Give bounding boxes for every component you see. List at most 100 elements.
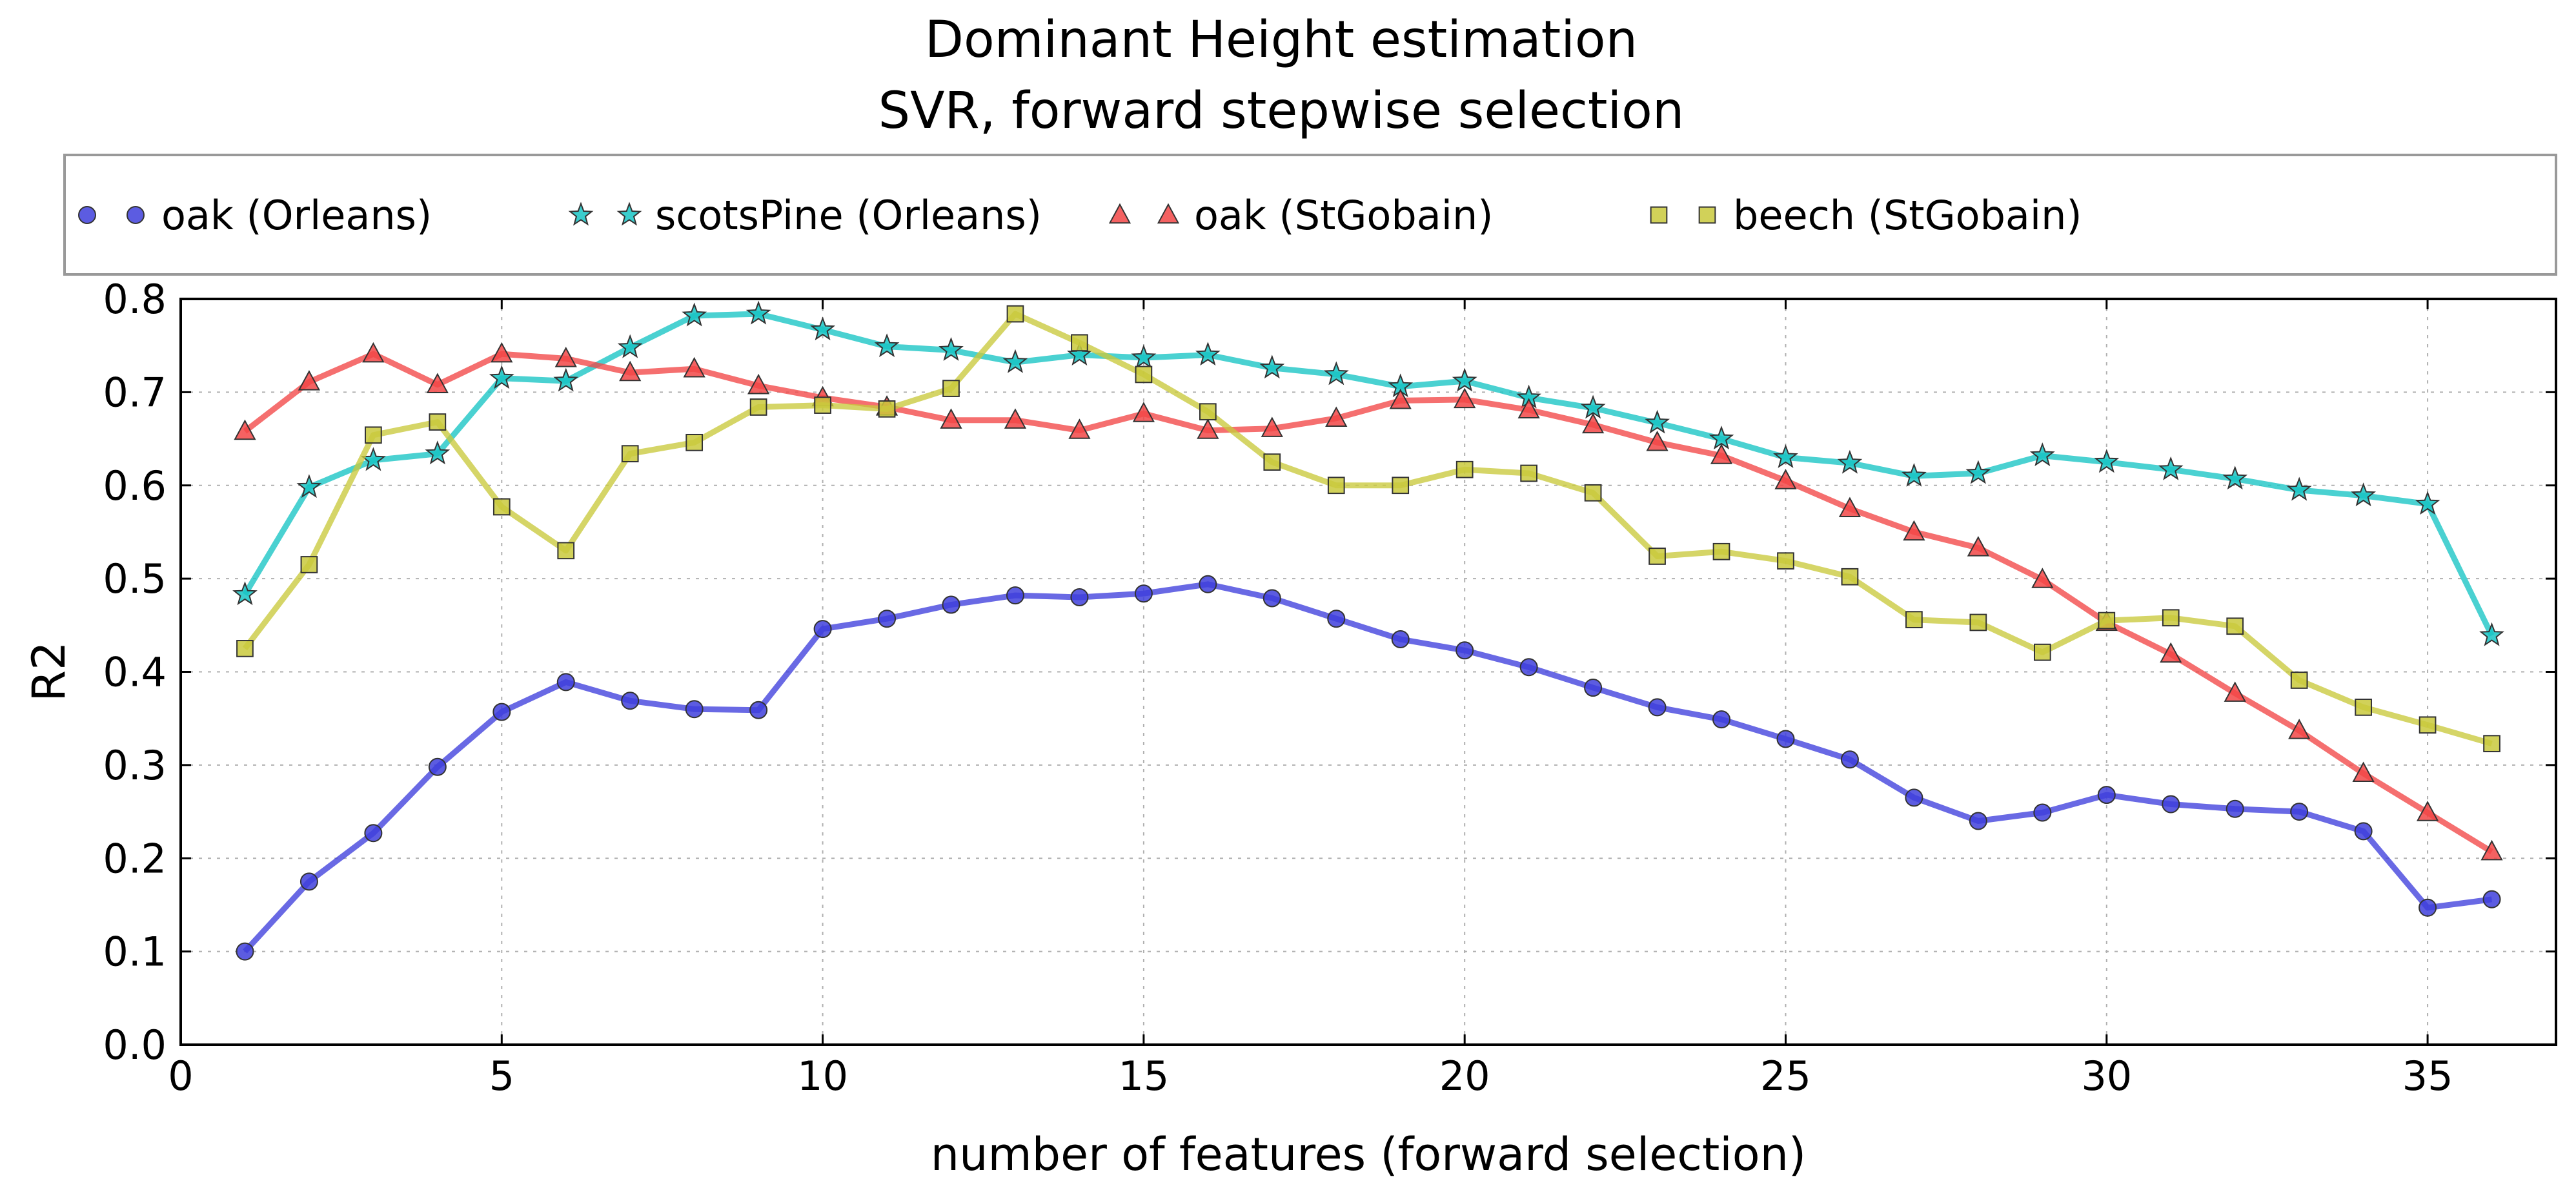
series-1-point	[1648, 698, 1667, 717]
x-tick-label: 20	[1439, 1052, 1490, 1100]
series-2-point	[425, 440, 451, 465]
series-4-point	[2098, 611, 2116, 630]
legend-marker	[127, 206, 145, 224]
series-3-point	[1068, 418, 1091, 439]
series-1-point	[942, 595, 960, 614]
series-1-point	[1070, 588, 1089, 606]
series-4-point	[236, 640, 254, 657]
series-1-point	[236, 942, 254, 961]
series-2-point	[232, 581, 258, 606]
series-2-point	[1645, 409, 1670, 434]
series-3-point	[1261, 416, 1283, 437]
series-1-point	[2419, 898, 2437, 917]
series-4-point	[492, 498, 511, 516]
series-1-point	[2097, 786, 2116, 805]
series-4-point	[300, 556, 318, 573]
series-4-point	[1712, 542, 1730, 560]
series-4-point	[2419, 716, 2437, 734]
x-tick-label: 5	[489, 1052, 514, 1100]
series-2-point	[1195, 342, 1221, 366]
series-3-point	[298, 370, 321, 391]
series-3-point	[940, 408, 962, 429]
series-1-point	[2354, 822, 2373, 841]
legend-marker	[78, 206, 96, 224]
series-2-point	[1323, 361, 1349, 385]
series-3-point	[2288, 719, 2311, 739]
series-1-point	[1776, 730, 1795, 748]
series-4-point	[1584, 484, 1602, 502]
series-4-point	[557, 542, 575, 560]
series-4-point	[1327, 477, 1345, 495]
series-3-point	[1903, 520, 1925, 541]
series-4-point	[2355, 699, 2372, 716]
series-4-point	[1392, 477, 1410, 495]
series-4-point	[429, 413, 447, 431]
series-line-2	[242, 311, 2495, 637]
series-2-point	[489, 365, 514, 389]
series-1-point	[621, 692, 640, 710]
series-line-1	[243, 581, 2493, 954]
legend-label: scotsPine (Orleans)	[655, 192, 1042, 239]
series-3-point	[747, 373, 770, 395]
series-4-point	[365, 426, 382, 444]
legend: oak (Orleans) scotsPine (Orleans) oak (StG…	[63, 154, 2557, 276]
series-1-point	[364, 824, 383, 843]
series-4-point	[1199, 403, 1217, 421]
series-1-point	[1519, 658, 1538, 677]
series-4-point	[2483, 735, 2500, 753]
y-tick-label: 0.8	[103, 276, 167, 323]
series-4-point	[2290, 672, 2308, 689]
series-3-point	[362, 342, 385, 363]
series-4-point	[942, 380, 960, 397]
y-tick-label: 0.3	[103, 742, 167, 789]
legend-label: oak (StGobain)	[1194, 192, 1493, 239]
series-3-point	[1132, 402, 1155, 422]
series-2-point	[2286, 477, 2312, 501]
series-1-point	[2162, 795, 2180, 814]
series-1-point	[2033, 803, 2052, 822]
grid	[181, 299, 2556, 1045]
series-group	[232, 300, 2504, 961]
series-1-point	[1391, 630, 1410, 648]
series-2-point	[2479, 622, 2504, 646]
chart-title: Dominant Height estimation	[925, 11, 1638, 69]
series-2-point	[874, 333, 900, 358]
series-3-point	[2480, 839, 2503, 861]
series-1-point	[1712, 710, 1731, 729]
series-1-point	[1905, 788, 1923, 807]
series-2-point	[1773, 444, 1798, 468]
series-2-point	[1837, 449, 1863, 474]
series-3-point	[2160, 642, 2182, 663]
series-2-point	[553, 367, 579, 392]
series-line-3	[243, 351, 2493, 854]
series-2-point	[1901, 462, 1927, 487]
series-3-point	[426, 373, 449, 394]
series-2-point	[682, 302, 707, 327]
series-3-point	[2416, 801, 2439, 821]
chart-subtitle: SVR, forward stepwise selection	[878, 82, 1685, 140]
legend-marker	[568, 201, 594, 226]
series-4-point	[1263, 453, 1281, 471]
x-tick-label: 35	[2402, 1052, 2453, 1100]
series-3-point	[234, 419, 256, 440]
series-2-point	[617, 334, 643, 358]
x-axis-label: number of features (forward selection)	[931, 1128, 1807, 1181]
series-1-point	[878, 610, 897, 628]
series-1-point	[2290, 803, 2309, 821]
series-1-point	[1263, 589, 1281, 608]
series-4-point	[1520, 464, 1537, 482]
series-1-point	[1327, 610, 1346, 628]
x-tick-label: 0	[168, 1052, 193, 1100]
series-2-point	[810, 316, 836, 341]
series-2-point	[1452, 367, 1477, 392]
series-4-point	[1455, 460, 1474, 478]
series-1-point	[813, 620, 832, 639]
series-3-point	[1517, 398, 1540, 418]
series-2-point	[1259, 354, 1285, 379]
series-4-point	[1841, 568, 1859, 586]
ticks: 0 5 10 15 20 25 30 35 0.0 0.1 0.2 0.3 0.4 0.5 0.6 0.7 0.…	[103, 276, 2556, 1100]
y-tick-label: 0.1	[103, 928, 167, 976]
y-axis-label: R2	[23, 641, 76, 701]
series-1-point	[2226, 799, 2244, 818]
